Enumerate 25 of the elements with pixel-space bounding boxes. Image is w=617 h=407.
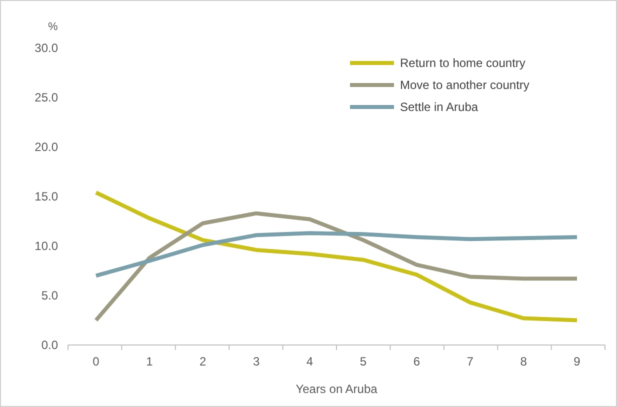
x-tick-label: 7 (466, 354, 474, 369)
x-tick-label: 8 (520, 354, 528, 369)
x-tick-label: 3 (252, 354, 260, 369)
x-tick-label: 5 (360, 354, 367, 369)
y-tick-label: 15.0 (34, 189, 58, 204)
line-series (94, 231, 579, 278)
x-tick-label: 0 (92, 354, 100, 369)
y-tick-label: 30.0 (34, 40, 58, 55)
line-series (94, 190, 579, 322)
y-tick-label: 0.0 (41, 338, 58, 352)
x-tick-label: 1 (146, 354, 154, 369)
x-axis-title: Years on Aruba (296, 382, 378, 396)
y-tick-label: 10.0 (34, 238, 58, 253)
legend-label: Move to another country (400, 78, 530, 92)
y-tick-label: 5.0 (41, 288, 58, 302)
y-tick-label: 25.0 (34, 90, 58, 104)
x-tick-label: 4 (306, 354, 314, 369)
x-tick-label: 2 (200, 354, 207, 369)
line-series (94, 211, 579, 322)
legend-label: Settle in Aruba (400, 100, 478, 114)
y-axis-title: % (48, 21, 58, 33)
y-tick-label: 20.0 (34, 140, 58, 154)
x-tick-label: 6 (413, 354, 420, 369)
legend-label: Return to home country (400, 56, 526, 70)
x-tick-label: 9 (574, 354, 581, 369)
